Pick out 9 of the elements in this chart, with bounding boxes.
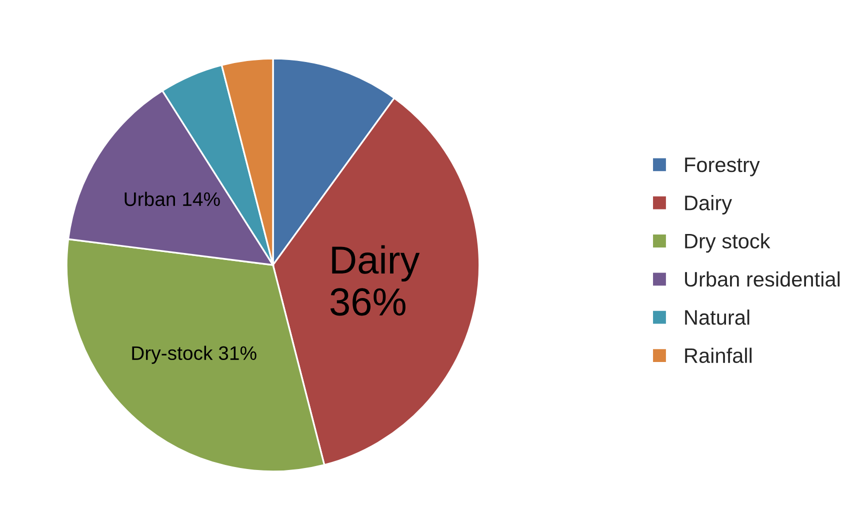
legend-label: Dairy bbox=[685, 195, 732, 214]
legend-label: Dry stock bbox=[685, 233, 770, 253]
legend-label: Forestry bbox=[685, 158, 760, 176]
legend-label: Urban residential bbox=[685, 271, 840, 287]
data-label: Dairy 36% bbox=[330, 245, 420, 316]
data-label: Urban 14% bbox=[124, 192, 220, 206]
legend-label: Rainfall bbox=[685, 348, 752, 364]
legend-label: Natural bbox=[685, 310, 750, 325]
data-label: Dry-stock 31% bbox=[132, 346, 256, 364]
